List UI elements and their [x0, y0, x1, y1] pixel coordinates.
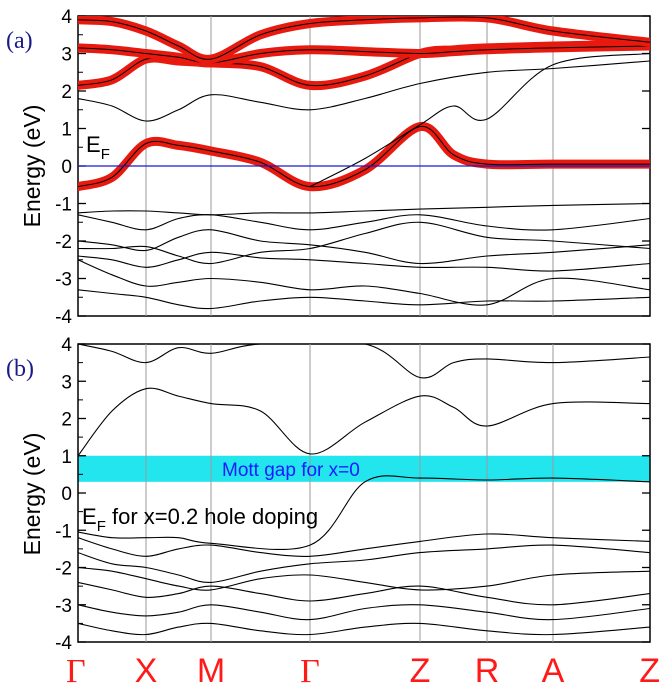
kpoint-label-5: R [475, 652, 500, 688]
band-line-1 [78, 344, 650, 379]
band-line-5 [78, 259, 650, 306]
y-tick-label: 1 [61, 120, 72, 141]
panel-b: 4 3 2 1 0 -1 -2 -3 -4 Mott gap for x=0 (b) Energ… [6, 335, 651, 654]
mott-gap-band [78, 455, 650, 482]
band-line-6 [78, 289, 650, 310]
y-tick-label: -2 [55, 232, 72, 253]
y-tick-label: 1 [61, 447, 72, 468]
y-tick-label: 0 [61, 484, 72, 505]
kpoint-label-1: X [135, 652, 158, 688]
panel-b-y-axis: 4 3 2 1 0 -1 -2 -3 -4 [55, 335, 650, 654]
y-tick-label: 2 [61, 410, 72, 431]
band-line-2 [78, 229, 650, 265]
kpoint-label-7: Z [639, 652, 660, 688]
panel-b-bands [78, 344, 650, 636]
band-line-8 [78, 622, 650, 636]
kpoint-label-3: Γ [300, 653, 320, 688]
band-line-8 [309, 52, 650, 188]
band-line-2 [78, 475, 650, 550]
band-line-4 [78, 251, 650, 272]
band-line-4 [78, 544, 650, 583]
band-line-0 [78, 202, 650, 216]
y-tick-label: 4 [61, 7, 72, 28]
kpoint-label-2: M [197, 652, 225, 688]
y-tick-label: 0 [61, 157, 72, 178]
fat-band-core-0 [78, 126, 650, 188]
fat-band-0 [78, 122, 650, 192]
panel-b-frame [77, 343, 651, 643]
kpoint-label-0: Γ [66, 653, 86, 688]
y-tick-label: -3 [55, 596, 72, 617]
panel-b-kpoint-gridlines [145, 344, 554, 642]
panel-a: 4 3 2 1 0 -1 -2 -3 -4 (a) Energy (eV) EF [6, 7, 651, 328]
y-tick-label: -2 [55, 559, 72, 580]
panel-a-label: (a) [6, 28, 33, 54]
fat-band-core-2 [78, 45, 650, 64]
band-line-5 [78, 566, 650, 591]
band-line-1 [78, 214, 650, 231]
hole-doping-annotation: EF for x=0.2 hole doping [82, 504, 318, 535]
y-tick-label: 2 [61, 82, 72, 103]
panel-a-ylabel: Energy (eV) [19, 105, 45, 228]
panel-a-fat-bands [78, 16, 650, 192]
y-tick-label: -1 [55, 521, 72, 542]
kpoint-label-6: A [542, 652, 565, 688]
band-line-7 [78, 60, 650, 122]
y-tick-label: -3 [55, 270, 72, 291]
panel-b-label: (b) [6, 356, 34, 382]
y-tick-label: 3 [61, 45, 72, 66]
y-tick-label: -1 [55, 195, 72, 216]
band-line-7 [78, 604, 650, 621]
panel-a-bands [78, 52, 650, 310]
band-line-3 [78, 533, 650, 557]
y-tick-label: 3 [61, 372, 72, 393]
y-tick-label: 4 [61, 335, 72, 356]
mott-gap-label: Mott gap for x=0 [222, 460, 360, 481]
fat-band-core-3 [78, 16, 650, 60]
fermi-level-label: EF [86, 132, 110, 163]
band-line-0 [78, 387, 650, 457]
band-line-3 [78, 221, 650, 265]
panel-b-ylabel: Energy (eV) [19, 433, 45, 556]
y-tick-label: -4 [55, 633, 72, 654]
y-tick-label: -4 [55, 307, 72, 328]
band-line-6 [78, 581, 650, 606]
kpoint-label-4: Z [410, 652, 431, 688]
